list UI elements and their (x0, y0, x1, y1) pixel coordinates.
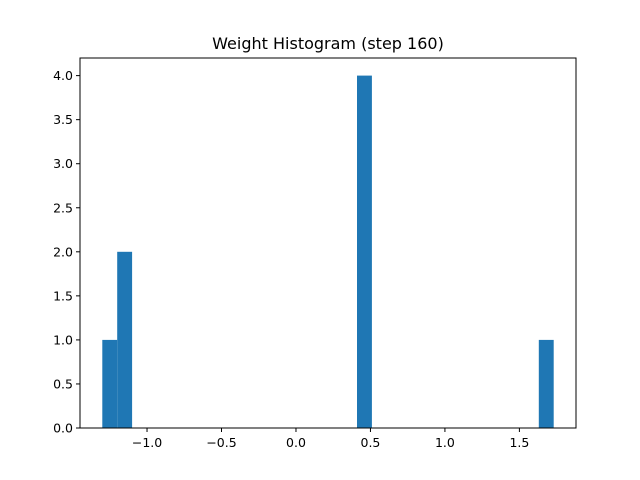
y-tick-label: 1.5 (53, 288, 73, 303)
y-tick-label: 4.0 (53, 68, 73, 83)
histogram-bar (117, 251, 133, 428)
x-tick-label: 1.0 (435, 435, 455, 450)
histogram-bar (357, 75, 372, 428)
x-tick-label: 0.5 (361, 435, 381, 450)
x-axis: −1.0 −0.5 0.0 0.5 1.0 1.5 (132, 428, 529, 450)
y-tick-label: 0.5 (53, 376, 73, 391)
y-tick-label: 1.0 (53, 332, 73, 347)
chart-title: Weight Histogram (step 160) (212, 34, 444, 53)
y-axis: 0.0 0.5 1.0 1.5 2.0 2.5 3.0 3.5 4.0 (53, 68, 80, 436)
x-tick-label: −0.5 (206, 435, 236, 450)
histogram-bar (538, 339, 554, 428)
plot-frame (79, 57, 577, 429)
y-tick-label: 3.0 (53, 156, 73, 171)
y-tick-label: 0.0 (53, 421, 73, 436)
y-tick-label: 3.5 (53, 112, 73, 127)
bars-group (102, 75, 554, 428)
y-tick-label: 2.0 (53, 244, 73, 259)
x-tick-label: 1.5 (509, 435, 529, 450)
x-tick-label: −1.0 (132, 435, 162, 450)
histogram-bar (102, 339, 118, 428)
x-tick-label: 0.0 (286, 435, 306, 450)
y-tick-label: 2.5 (53, 200, 73, 215)
